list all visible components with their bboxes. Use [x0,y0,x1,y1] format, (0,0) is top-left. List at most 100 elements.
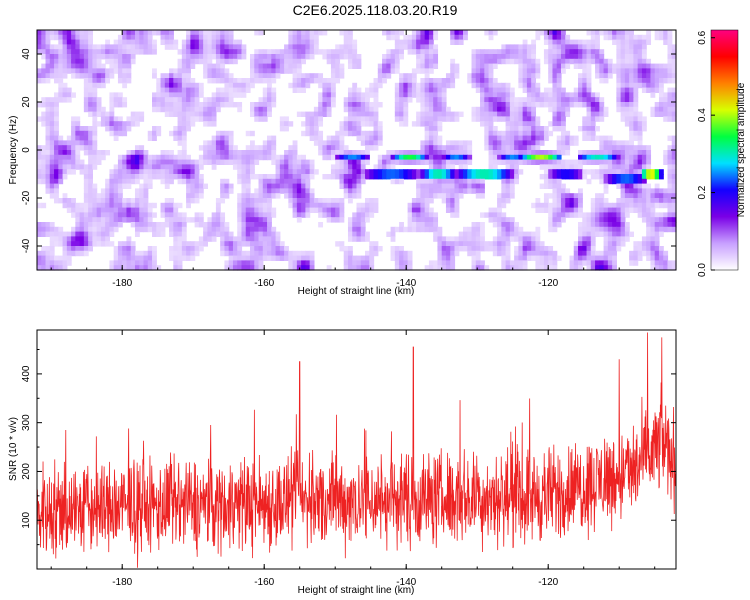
spectrogram-cell [62,30,68,36]
spectrogram-cell [552,226,558,233]
spectrogram-cell [518,54,524,60]
spectrogram-cell [667,39,673,45]
spectrogram-cell [305,178,311,185]
spectrogram-cell [654,102,660,108]
spectrogram-cell [501,231,507,237]
spectrogram-cell [301,212,306,218]
spectrogram-cell [211,34,217,41]
spectrogram-cell [484,30,490,36]
spectrogram-cell [250,265,255,271]
spectrogram-cell [458,164,464,170]
spectrogram-cell [113,174,119,180]
spectrogram-cell [41,260,47,266]
spectrogram-cell [450,140,456,146]
spectrogram-cell [578,198,583,204]
spectrogram-cell [369,102,375,108]
spectrogram-cell [526,87,532,93]
spectrogram-cell [152,106,157,113]
spectrogram-cell [667,202,673,209]
spectrogram-cell [394,111,400,117]
spectrogram-cell [454,68,460,74]
spectrogram-cell [590,58,596,65]
spectrogram-cell [262,106,268,113]
spectrogram-cell [403,102,409,108]
spectrogram-cell [548,68,554,74]
spectrogram-cell [399,106,404,113]
spectrogram-cell [458,178,464,185]
spectrogram-cell [105,73,111,79]
spectrogram-cell [526,130,532,137]
spectrogram-cell [501,217,507,223]
spectrogram-cell [71,212,76,218]
spectrogram-cell [646,154,652,161]
spectrogram-cell [663,39,669,45]
spectrogram-cell [552,260,558,266]
spectrogram-cell [654,169,660,175]
spectrogram-cell [37,231,42,237]
spectrogram-cell [279,58,285,65]
spectrogram-cell [109,92,115,98]
spectrogram-cell [484,106,490,113]
spectrogram-cell [54,92,59,98]
spectrogram-cell [403,87,409,93]
spectrogram-cell [45,246,51,252]
spectrogram-cell [296,188,302,194]
spectrogram-cell [646,73,652,79]
spectrogram-cell [267,255,272,261]
spectrogram-cell [565,207,571,213]
spectrogram-cell [629,34,634,41]
spectrogram-cell [654,198,660,204]
spectrogram-cell [347,116,353,122]
spectrogram-cell [100,63,106,69]
spectrogram-cell [501,87,507,93]
spectrogram-cell [117,250,123,257]
spectrogram-cell [595,265,600,271]
spectrogram-cell [454,178,460,185]
spectrogram-cell [463,231,468,237]
spectrogram-cell [254,68,260,74]
spectrogram-cell [88,82,93,89]
spectrogram-cell [296,164,302,170]
spectrogram-cell [96,198,102,204]
spectrogram-cell [373,207,379,213]
spectrogram-cell [75,207,81,213]
spectrogram-cell [296,183,302,189]
spectrogram-cell [237,178,243,185]
spectrogram-cell [232,39,238,45]
spectrogram-cell [220,135,226,141]
spectrogram-cell [411,174,417,180]
spectrogram-cell [365,130,370,137]
spectrogram-cell [556,68,562,74]
spectrogram-cell [445,265,451,271]
spectrogram-cell [45,63,51,69]
spectrogram-cell [262,78,268,84]
spectrogram-cell [556,34,562,41]
spectrogram-cell [139,145,145,151]
spectrogram-cell [407,44,413,50]
spectrogram-cell [437,121,443,127]
spectrogram-cell [505,236,511,242]
spectrogram-cell [66,246,72,252]
spectrogram-cell [122,212,128,218]
spectrogram-cell [416,183,421,189]
spectrogram-cell [62,82,68,89]
spectrogram-cell [173,231,179,237]
spectrogram-cell [633,102,639,108]
spectrogram-cell [224,102,230,108]
spectrogram-cell [629,44,634,50]
spectrogram-cell [420,97,426,103]
spectrogram-cell [181,78,187,84]
spectrogram-cell [497,222,502,228]
spectrogram-x-ticks: -180 -160 -140 -120 [50,30,656,289]
spectrogram-cell [509,217,515,223]
spectrogram-cell [514,44,519,50]
spectrogram-cell [186,92,191,98]
spectrogram-cell [49,222,55,228]
spectrogram-cell [224,68,230,74]
spectrogram-cell [198,39,204,45]
spectrogram-cell [433,58,439,65]
spectrogram-cell [399,111,404,117]
spectrogram-cell [71,54,76,60]
spectrogram-cell [228,92,234,98]
spectrogram-cell [352,63,358,69]
